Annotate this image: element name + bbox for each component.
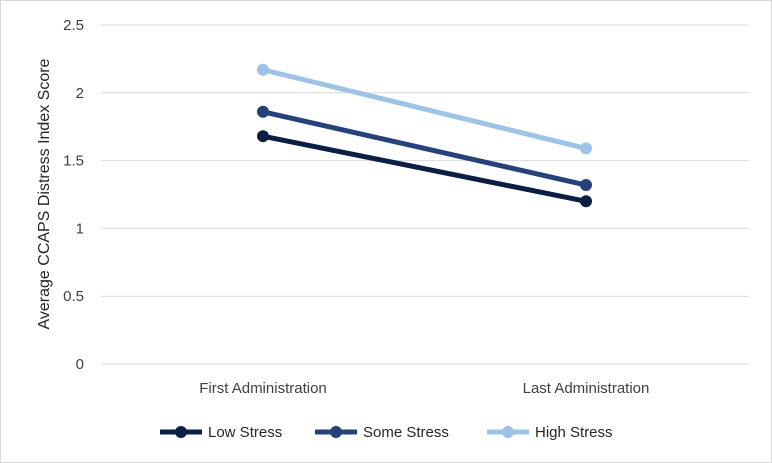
y-tick-label: 2.5: [63, 17, 84, 34]
data-point-some-stress-1: [580, 179, 592, 192]
series-line-low-stress: [260, 133, 589, 204]
y-tick-label: 0.5: [63, 288, 84, 305]
series-line-some-stress: [260, 109, 589, 188]
data-point-high-stress-1: [580, 142, 592, 155]
legend-marker-some-stress: [330, 426, 342, 438]
y-tick-labels: 0 0.5 1 1.5 2 2.5: [63, 17, 84, 373]
y-tick-label: 1: [76, 220, 84, 237]
legend-label-some-stress: Some Stress: [363, 424, 449, 441]
y-tick-label: 2: [76, 85, 84, 102]
gridlines: [101, 24, 749, 365]
legend-label-low-stress: Low Stress: [208, 424, 282, 441]
data-point-low-stress-1: [580, 195, 592, 208]
series-line-high-stress: [260, 67, 589, 151]
legend-label-high-stress: High Stress: [535, 424, 613, 441]
data-point-low-stress-0: [257, 130, 269, 143]
x-tick-labels: First Administration Last Administration: [199, 380, 649, 397]
y-tick-label: 1.5: [63, 153, 84, 170]
data-point-some-stress-0: [257, 105, 269, 118]
legend-marker-low-stress: [175, 426, 187, 438]
y-axis-label: Average CCAPS Distress Index Score: [36, 58, 53, 329]
legend: Low Stress Some Stress High Stress: [160, 424, 613, 441]
y-tick-label: 0: [76, 356, 84, 373]
x-tick-label: First Administration: [199, 380, 327, 397]
data-point-high-stress-0: [257, 63, 269, 76]
series-lines: [257, 63, 592, 208]
legend-marker-high-stress: [502, 426, 514, 438]
x-tick-label: Last Administration: [523, 380, 650, 397]
